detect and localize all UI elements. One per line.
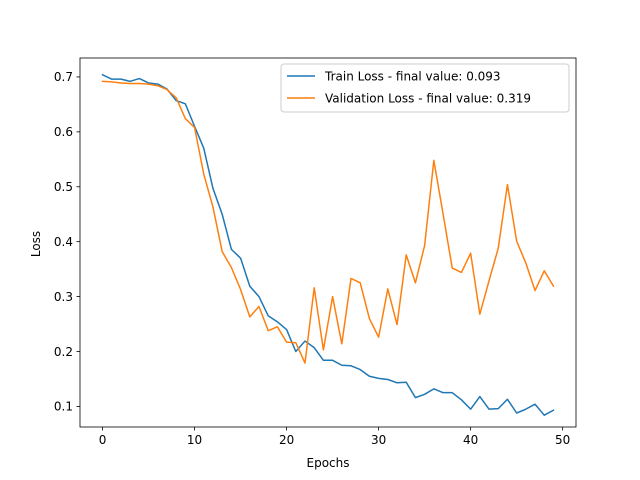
legend: Train Loss - final value: 0.093 Validatio… [280, 63, 570, 113]
y-tick-label: 0.4 [54, 235, 73, 249]
y-tick-label: 0.3 [54, 290, 73, 304]
series-line-1 [101, 80, 555, 364]
series-line-0 [101, 73, 555, 416]
legend-box [280, 63, 570, 113]
y-axis-label: Loss [29, 231, 43, 257]
x-tick-label: 50 [555, 433, 570, 447]
x-tick-label: 40 [463, 433, 478, 447]
y-tick-label: 0.2 [54, 345, 73, 359]
legend-label: Train Loss - final value: 0.093 [324, 70, 501, 84]
x-axis-label: Epochs [307, 456, 350, 470]
y-tick-label: 0.6 [54, 125, 73, 139]
y-tick-label: 0.7 [54, 70, 73, 84]
axes: 0 10 20 30 40 50 0.1 0.2 0.3 0.4 0.5 0.6 0.7 [54, 57, 577, 447]
x-tick-label: 0 [99, 433, 107, 447]
x-tick-label: 30 [371, 433, 386, 447]
y-tick-label: 0.1 [54, 400, 73, 414]
x-tick-label: 20 [279, 433, 294, 447]
x-tick-label: 10 [187, 433, 202, 447]
plot-frame [79, 57, 577, 428]
y-tick-label: 0.5 [54, 180, 73, 194]
plot-area [101, 73, 555, 416]
legend-label: Validation Loss - final value: 0.319 [325, 92, 531, 106]
